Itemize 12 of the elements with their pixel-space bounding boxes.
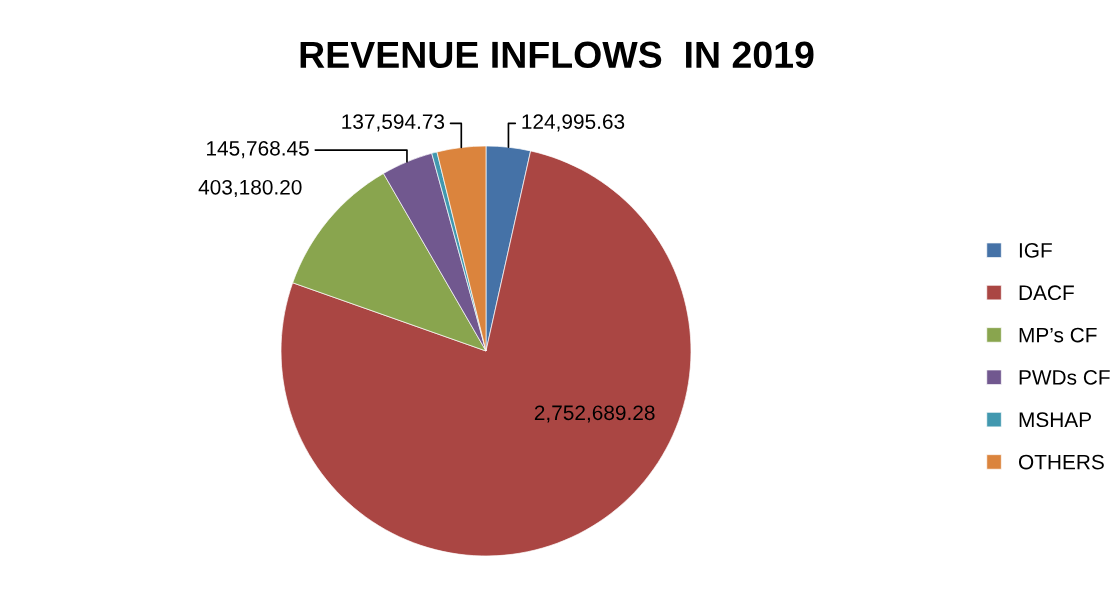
data-label: 145,768.45 xyxy=(207,140,309,159)
data-label: 124,995.63 xyxy=(522,114,625,132)
data-label: 2,752,689.28 xyxy=(534,405,655,423)
data-label: 403,180.20 xyxy=(198,179,302,198)
legend-label: MSHAP xyxy=(1019,412,1091,428)
legend-label: IGF xyxy=(1019,243,1052,258)
legend-label: PWDs CF xyxy=(1019,370,1110,385)
legend-label: MP’s CF xyxy=(1019,327,1097,343)
legend-label: OTHERS xyxy=(1018,454,1104,470)
chart-title: REVENUE INFLOWS IN 2019 xyxy=(300,41,814,69)
legend-label: DACF xyxy=(1019,285,1074,301)
data-label: 137,594.73 xyxy=(342,114,445,132)
